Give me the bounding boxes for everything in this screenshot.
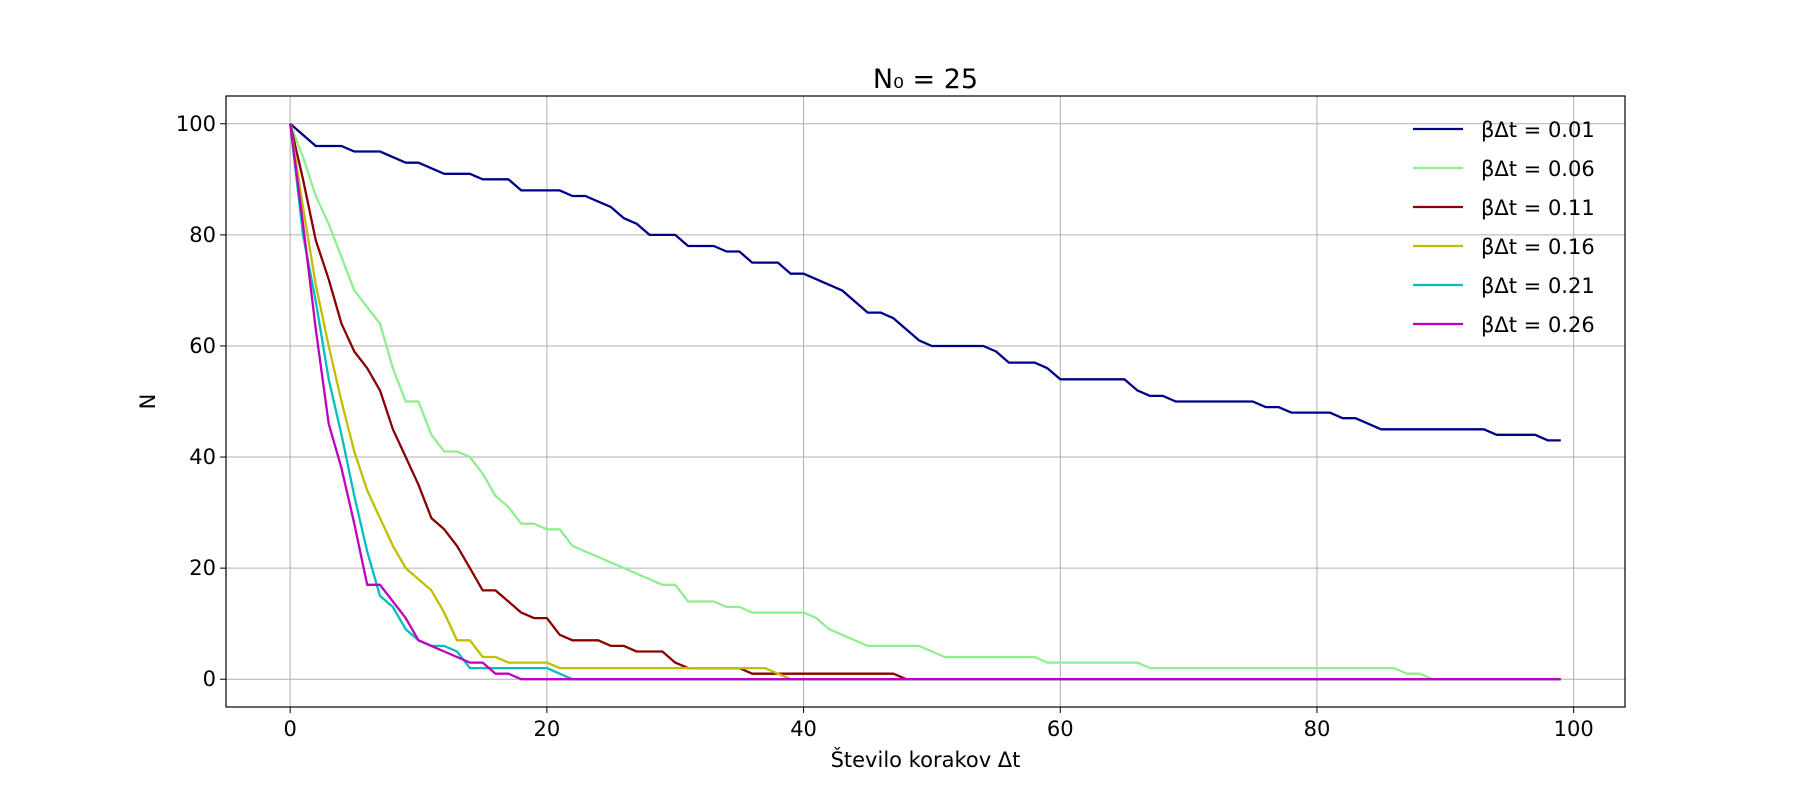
- y-tick-label: 40: [189, 445, 216, 469]
- x-tick-label: 0: [283, 717, 296, 741]
- grid-lines: [226, 96, 1625, 707]
- series-line: [289, 122, 1561, 442]
- legend-label: βΔt = 0.11: [1481, 196, 1595, 220]
- x-axis-label: Število korakov Δt: [831, 747, 1021, 772]
- legend-label: βΔt = 0.06: [1481, 157, 1595, 181]
- plot-frame: [225, 95, 1626, 708]
- plot-background: [226, 96, 1625, 707]
- x-tick-label: 40: [790, 717, 817, 741]
- chart-title: N₀ = 25: [873, 64, 978, 95]
- y-tick-label: 80: [189, 223, 216, 247]
- axis-ticks: 0 20 40 60 80 100 0 20 40 60 80 100: [176, 112, 1594, 741]
- series-line: [289, 123, 1561, 681]
- y-tick-label: 20: [189, 556, 216, 580]
- x-tick-label: 20: [534, 717, 561, 741]
- legend-label: βΔt = 0.21: [1481, 274, 1595, 298]
- y-tick-label: 0: [203, 667, 216, 691]
- x-tick-label: 100: [1554, 717, 1594, 741]
- y-tick-label: 100: [176, 112, 216, 136]
- series-line: [289, 123, 1561, 681]
- x-tick-label: 60: [1047, 717, 1074, 741]
- legend-label: βΔt = 0.26: [1481, 313, 1595, 337]
- series-line: [289, 123, 1561, 681]
- legend-label: βΔt = 0.01: [1481, 118, 1595, 142]
- y-axis-label: N: [136, 394, 160, 410]
- legend-label: βΔt = 0.16: [1481, 235, 1595, 259]
- legend: βΔt = 0.01 βΔt = 0.06 βΔt = 0.11 βΔt = 0.16…: [1413, 118, 1595, 337]
- series-line: [289, 123, 1561, 681]
- series-line: [289, 123, 1561, 681]
- x-tick-label: 80: [1304, 717, 1331, 741]
- y-tick-label: 60: [189, 334, 216, 358]
- series-lines: [289, 122, 1561, 681]
